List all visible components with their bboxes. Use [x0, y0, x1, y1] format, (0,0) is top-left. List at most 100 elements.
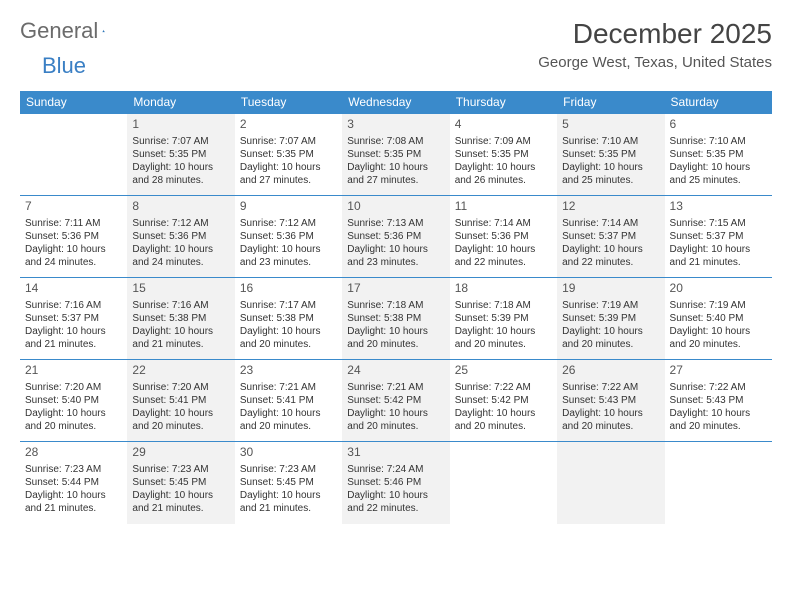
- daylight-text: Daylight: 10 hours and 20 minutes.: [455, 407, 552, 433]
- calendar-day-cell: 9Sunrise: 7:12 AMSunset: 5:36 PMDaylight…: [235, 196, 342, 278]
- day-number: 8: [132, 199, 229, 215]
- daylight-text: Daylight: 10 hours and 22 minutes.: [347, 489, 444, 515]
- day-number: 27: [670, 363, 767, 379]
- calendar-day-cell: 16Sunrise: 7:17 AMSunset: 5:38 PMDayligh…: [235, 278, 342, 360]
- sunrise-text: Sunrise: 7:23 AM: [25, 463, 122, 476]
- calendar-day-cell: 7Sunrise: 7:11 AMSunset: 5:36 PMDaylight…: [20, 196, 127, 278]
- daylight-text: Daylight: 10 hours and 23 minutes.: [240, 243, 337, 269]
- sunrise-text: Sunrise: 7:12 AM: [240, 217, 337, 230]
- calendar-day-cell: 19Sunrise: 7:19 AMSunset: 5:39 PMDayligh…: [557, 278, 664, 360]
- day-number: 11: [455, 199, 552, 215]
- sunrise-text: Sunrise: 7:23 AM: [240, 463, 337, 476]
- sunrise-text: Sunrise: 7:19 AM: [562, 299, 659, 312]
- sunset-text: Sunset: 5:35 PM: [562, 148, 659, 161]
- calendar-day-cell: 31Sunrise: 7:24 AMSunset: 5:46 PMDayligh…: [342, 442, 449, 524]
- day-number: 19: [562, 281, 659, 297]
- calendar-day-cell: [665, 442, 772, 524]
- day-number: 7: [25, 199, 122, 215]
- day-number: 4: [455, 117, 552, 133]
- sunrise-text: Sunrise: 7:12 AM: [132, 217, 229, 230]
- daylight-text: Daylight: 10 hours and 28 minutes.: [132, 161, 229, 187]
- calendar-day-cell: 6Sunrise: 7:10 AMSunset: 5:35 PMDaylight…: [665, 114, 772, 196]
- daylight-text: Daylight: 10 hours and 21 minutes.: [132, 489, 229, 515]
- logo-text-blue: Blue: [42, 53, 86, 79]
- daylight-text: Daylight: 10 hours and 20 minutes.: [562, 407, 659, 433]
- sunrise-text: Sunrise: 7:08 AM: [347, 135, 444, 148]
- logo: General: [20, 18, 124, 44]
- sunrise-text: Sunrise: 7:14 AM: [455, 217, 552, 230]
- sunrise-text: Sunrise: 7:15 AM: [670, 217, 767, 230]
- sunrise-text: Sunrise: 7:11 AM: [25, 217, 122, 230]
- calendar-day-cell: 8Sunrise: 7:12 AMSunset: 5:36 PMDaylight…: [127, 196, 234, 278]
- sunrise-text: Sunrise: 7:18 AM: [455, 299, 552, 312]
- sunset-text: Sunset: 5:42 PM: [455, 394, 552, 407]
- day-number: 3: [347, 117, 444, 133]
- sunrise-text: Sunrise: 7:09 AM: [455, 135, 552, 148]
- weekday-header: Friday: [557, 91, 664, 114]
- logo-sail-icon: [102, 21, 105, 41]
- calendar-day-cell: 29Sunrise: 7:23 AMSunset: 5:45 PMDayligh…: [127, 442, 234, 524]
- day-number: 23: [240, 363, 337, 379]
- sunset-text: Sunset: 5:37 PM: [670, 230, 767, 243]
- day-number: 26: [562, 363, 659, 379]
- title-block: December 2025 George West, Texas, United…: [538, 18, 772, 71]
- daylight-text: Daylight: 10 hours and 22 minutes.: [455, 243, 552, 269]
- weekday-header: Tuesday: [235, 91, 342, 114]
- daylight-text: Daylight: 10 hours and 20 minutes.: [240, 407, 337, 433]
- daylight-text: Daylight: 10 hours and 25 minutes.: [670, 161, 767, 187]
- day-number: 14: [25, 281, 122, 297]
- sunset-text: Sunset: 5:41 PM: [132, 394, 229, 407]
- day-number: 18: [455, 281, 552, 297]
- calendar-day-cell: 26Sunrise: 7:22 AMSunset: 5:43 PMDayligh…: [557, 360, 664, 442]
- calendar-week-row: 14Sunrise: 7:16 AMSunset: 5:37 PMDayligh…: [20, 278, 772, 360]
- sunrise-text: Sunrise: 7:22 AM: [670, 381, 767, 394]
- daylight-text: Daylight: 10 hours and 20 minutes.: [347, 407, 444, 433]
- calendar-day-cell: [450, 442, 557, 524]
- sunset-text: Sunset: 5:35 PM: [347, 148, 444, 161]
- daylight-text: Daylight: 10 hours and 21 minutes.: [132, 325, 229, 351]
- sunrise-text: Sunrise: 7:07 AM: [240, 135, 337, 148]
- sunrise-text: Sunrise: 7:16 AM: [132, 299, 229, 312]
- sunset-text: Sunset: 5:37 PM: [562, 230, 659, 243]
- sunset-text: Sunset: 5:36 PM: [240, 230, 337, 243]
- sunrise-text: Sunrise: 7:20 AM: [132, 381, 229, 394]
- day-number: 24: [347, 363, 444, 379]
- sunset-text: Sunset: 5:45 PM: [132, 476, 229, 489]
- calendar-day-cell: 14Sunrise: 7:16 AMSunset: 5:37 PMDayligh…: [20, 278, 127, 360]
- sunset-text: Sunset: 5:45 PM: [240, 476, 337, 489]
- day-number: 1: [132, 117, 229, 133]
- sunset-text: Sunset: 5:40 PM: [25, 394, 122, 407]
- daylight-text: Daylight: 10 hours and 24 minutes.: [132, 243, 229, 269]
- sunset-text: Sunset: 5:37 PM: [25, 312, 122, 325]
- daylight-text: Daylight: 10 hours and 21 minutes.: [25, 489, 122, 515]
- daylight-text: Daylight: 10 hours and 20 minutes.: [347, 325, 444, 351]
- weekday-header: Wednesday: [342, 91, 449, 114]
- daylight-text: Daylight: 10 hours and 20 minutes.: [670, 325, 767, 351]
- day-number: 16: [240, 281, 337, 297]
- daylight-text: Daylight: 10 hours and 20 minutes.: [132, 407, 229, 433]
- sunrise-text: Sunrise: 7:18 AM: [347, 299, 444, 312]
- weekday-header: Thursday: [450, 91, 557, 114]
- calendar-day-cell: 15Sunrise: 7:16 AMSunset: 5:38 PMDayligh…: [127, 278, 234, 360]
- daylight-text: Daylight: 10 hours and 20 minutes.: [240, 325, 337, 351]
- daylight-text: Daylight: 10 hours and 20 minutes.: [670, 407, 767, 433]
- day-number: 2: [240, 117, 337, 133]
- sunset-text: Sunset: 5:35 PM: [240, 148, 337, 161]
- daylight-text: Daylight: 10 hours and 23 minutes.: [347, 243, 444, 269]
- weekday-header: Saturday: [665, 91, 772, 114]
- sunset-text: Sunset: 5:40 PM: [670, 312, 767, 325]
- daylight-text: Daylight: 10 hours and 20 minutes.: [455, 325, 552, 351]
- sunset-text: Sunset: 5:36 PM: [455, 230, 552, 243]
- sunset-text: Sunset: 5:35 PM: [670, 148, 767, 161]
- sunrise-text: Sunrise: 7:13 AM: [347, 217, 444, 230]
- day-number: 28: [25, 445, 122, 461]
- sunset-text: Sunset: 5:44 PM: [25, 476, 122, 489]
- daylight-text: Daylight: 10 hours and 21 minutes.: [25, 325, 122, 351]
- daylight-text: Daylight: 10 hours and 21 minutes.: [240, 489, 337, 515]
- sunset-text: Sunset: 5:38 PM: [240, 312, 337, 325]
- calendar-day-cell: 13Sunrise: 7:15 AMSunset: 5:37 PMDayligh…: [665, 196, 772, 278]
- month-title: December 2025: [538, 18, 772, 50]
- sunset-text: Sunset: 5:36 PM: [347, 230, 444, 243]
- calendar-table: SundayMondayTuesdayWednesdayThursdayFrid…: [20, 91, 772, 524]
- weekday-header: Sunday: [20, 91, 127, 114]
